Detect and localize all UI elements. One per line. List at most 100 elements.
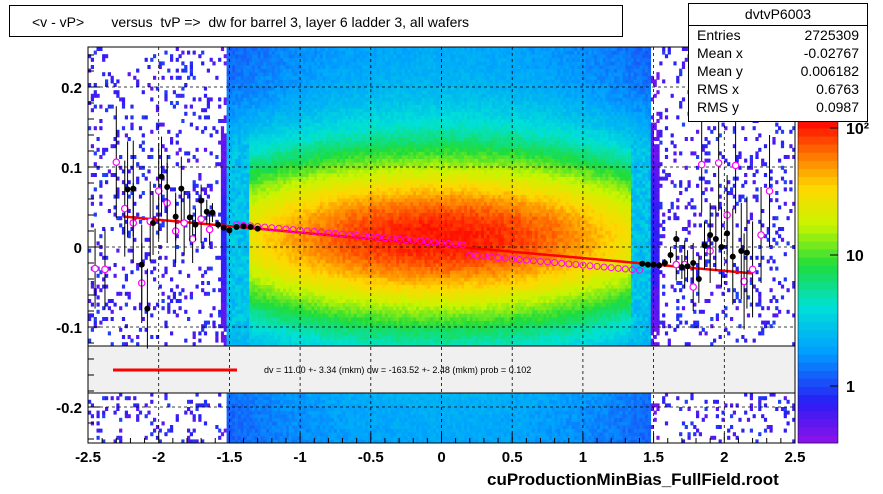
heatmap-cell <box>280 342 284 347</box>
heatmap-cell <box>198 338 202 343</box>
heatmap-cell <box>291 209 295 213</box>
heatmap-cell <box>90 403 94 408</box>
heatmap-cell <box>136 176 140 181</box>
heatmap-cell <box>252 169 256 174</box>
heatmap-cell <box>232 273 236 278</box>
heatmap-cell <box>271 219 275 224</box>
heatmap-cell <box>328 313 332 318</box>
heatmap-cell <box>170 140 174 145</box>
heatmap-cell <box>263 255 267 260</box>
heatmap-cell <box>322 407 326 411</box>
heatmap-cell <box>249 115 253 120</box>
heatmap-cell <box>181 439 185 444</box>
heatmap-cell <box>274 295 278 300</box>
heatmap-cell <box>280 248 284 253</box>
heatmap-cell <box>317 108 321 113</box>
heatmap-cell <box>269 158 273 163</box>
heatmap-cell <box>155 176 160 181</box>
heatmap-cell <box>252 75 256 80</box>
heatmap-cell <box>322 147 326 152</box>
heatmap-cell <box>325 273 329 278</box>
heatmap-cell <box>257 309 261 314</box>
heatmap-cell <box>254 198 259 203</box>
heatmap-cell <box>317 183 321 188</box>
heatmap-cell <box>280 147 284 152</box>
heatmap-cell <box>325 119 329 123</box>
heatmap-cell <box>136 68 140 73</box>
heatmap-cell <box>280 158 284 163</box>
heatmap-cell <box>252 137 256 141</box>
heatmap-cell <box>164 50 168 55</box>
heatmap-cell <box>319 302 324 307</box>
heatmap-cell <box>288 72 292 77</box>
heatmap-cell <box>257 320 261 325</box>
heatmap-cell <box>300 252 304 257</box>
heatmap-cell <box>235 194 239 199</box>
heatmap-cell <box>311 75 315 80</box>
heatmap-cell <box>235 417 239 422</box>
heatmap-cell <box>96 428 100 433</box>
heatmap-cell <box>192 111 196 116</box>
heatmap-cell <box>317 198 321 203</box>
heatmap-cell <box>266 101 270 105</box>
heatmap-cell <box>302 165 307 170</box>
heatmap-cell <box>271 435 275 440</box>
heatmap-cell <box>314 137 318 141</box>
heatmap-cell <box>260 72 264 77</box>
heatmap-cell <box>302 68 307 73</box>
heatmap-cell <box>288 317 292 321</box>
heatmap-cell <box>195 392 199 397</box>
heatmap-cell <box>317 165 321 170</box>
heatmap-cell <box>235 335 239 339</box>
heatmap-cell <box>189 410 193 415</box>
heatmap-cell <box>325 425 329 429</box>
heatmap-cell <box>311 259 315 264</box>
heatmap-cell <box>226 425 230 429</box>
heatmap-cell <box>271 216 275 221</box>
heatmap-cell <box>277 414 281 419</box>
heatmap-cell <box>283 291 287 296</box>
heatmap-cell <box>260 47 264 51</box>
heatmap-cell <box>302 302 307 307</box>
heatmap-cell <box>127 180 131 185</box>
heatmap-cell <box>297 428 301 433</box>
heatmap-cell <box>260 259 264 264</box>
heatmap-cell <box>294 119 298 123</box>
heatmap-cell <box>232 198 236 203</box>
heatmap-cell <box>229 180 233 185</box>
heatmap-cell <box>314 223 318 228</box>
heatmap-cell <box>249 399 253 404</box>
heatmap-cell <box>237 425 242 429</box>
heatmap-cell <box>308 313 312 318</box>
heatmap-cell <box>237 270 242 275</box>
heatmap-cell <box>198 176 202 181</box>
heatmap-cell <box>297 295 301 300</box>
heatmap-cell <box>240 111 244 116</box>
heatmap-cell <box>286 90 290 95</box>
heatmap-cell <box>271 83 275 87</box>
heatmap-cell <box>308 273 312 278</box>
heatmap-cell <box>257 230 261 235</box>
heatmap-cell <box>311 97 315 102</box>
heatmap-cell <box>302 396 307 401</box>
heatmap-cell <box>280 79 284 84</box>
heatmap-cell <box>223 281 227 285</box>
heatmap-cell <box>263 158 267 163</box>
heatmap-cell <box>311 255 315 260</box>
heatmap-cell <box>260 425 264 429</box>
heatmap-cell <box>317 309 321 314</box>
heatmap-cell <box>127 295 131 300</box>
heatmap-cell <box>240 417 244 422</box>
heatmap-cell <box>229 151 233 156</box>
heatmap-cell <box>274 158 278 163</box>
heatmap-cell <box>218 162 222 167</box>
heatmap-cell <box>257 288 261 293</box>
heatmap-cell <box>220 119 225 123</box>
heatmap-cell <box>294 194 298 199</box>
heatmap-cell <box>232 309 236 314</box>
heatmap-cell <box>308 432 312 437</box>
heatmap-cell <box>232 133 236 138</box>
heatmap-cell <box>260 302 264 307</box>
heatmap-cell <box>269 219 273 224</box>
heatmap-cell <box>286 119 290 123</box>
